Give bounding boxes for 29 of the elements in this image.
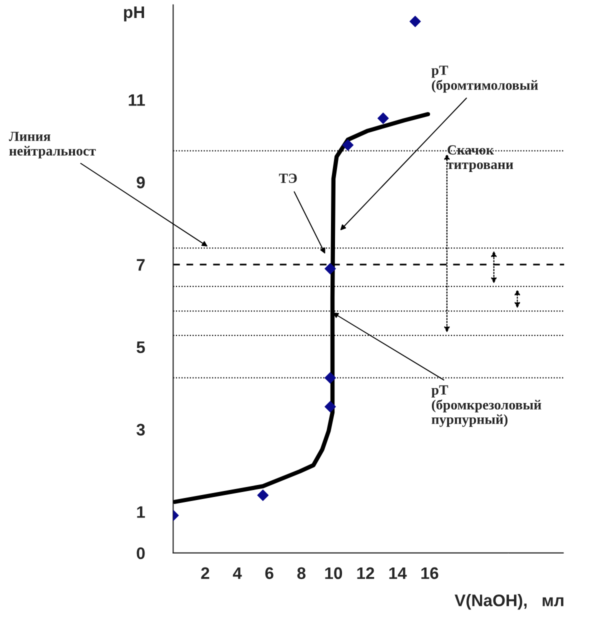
y-axis-title: pH [124,6,144,22]
annotation: pT (бромтимоловый [431,66,538,93]
x-tick-label: 14 [389,567,407,579]
y-tick-label: 0 [136,547,145,560]
x-tick-label: 8 [297,567,306,580]
x-tick-label: 4 [232,567,242,579]
point [324,401,336,412]
x-axis-title: V(NaOH), мл [454,594,564,610]
annotation: Скачок титровани [447,145,514,172]
annotation: Линия нейтральност [8,132,96,158]
x-tick-label: 16 [421,567,438,580]
y-tick-label: 3 [136,424,145,436]
y-tick-label: 11 [128,94,145,106]
point [257,490,269,501]
y-tick-label: 7 [136,259,145,271]
x-tick-label: 6 [265,567,274,580]
point [324,262,336,274]
x-tick-label: 2 [201,567,210,579]
point [377,112,389,124]
point [410,16,421,28]
point [342,139,354,151]
point [324,372,336,384]
x-tick-label: 10 [325,567,342,580]
annotation: pT (бромкрезоловый пурпурный) [431,385,542,427]
annotation: ТЭ [278,174,297,183]
x-tick-label: 12 [357,567,374,579]
y-tick-label: 5 [136,342,145,354]
y-tick-label: 9 [136,176,145,188]
y-tick-label: 1 [137,506,145,518]
